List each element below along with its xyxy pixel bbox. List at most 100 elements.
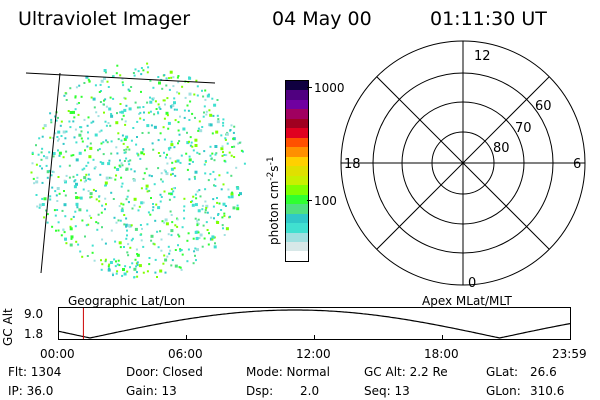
- image-pixel: [139, 111, 142, 114]
- image-pixel: [101, 161, 105, 165]
- image-pixel: [214, 185, 217, 187]
- image-pixel: [119, 74, 122, 77]
- image-pixel: [136, 136, 138, 138]
- image-pixel: [123, 137, 127, 141]
- image-pixel: [199, 233, 203, 237]
- image-pixel: [194, 116, 196, 119]
- image-pixel: [95, 198, 98, 201]
- colorbar-band: [286, 204, 308, 214]
- image-pixel: [142, 201, 145, 204]
- image-pixel: [222, 227, 224, 230]
- image-pixel: [216, 120, 220, 124]
- image-pixel: [203, 111, 205, 114]
- image-pixel: [108, 263, 111, 266]
- image-pixel: [205, 110, 208, 113]
- image-pixel: [152, 86, 155, 89]
- image-pixel: [130, 239, 133, 242]
- image-pixel: [167, 245, 170, 248]
- image-pixel: [89, 192, 93, 196]
- image-pixel: [40, 151, 43, 154]
- image-pixel: [70, 218, 73, 221]
- image-pixel: [225, 227, 229, 231]
- image-pixel: [136, 152, 139, 155]
- image-pixel: [236, 207, 240, 211]
- image-pixel: [85, 179, 87, 182]
- image-pixel: [123, 160, 126, 162]
- image-pixel: [150, 239, 153, 242]
- image-pixel: [63, 203, 67, 207]
- image-pixel: [146, 270, 149, 273]
- image-pixel: [167, 121, 171, 125]
- image-pixel: [95, 221, 98, 224]
- image-pixel: [183, 109, 186, 112]
- image-pixel: [79, 126, 82, 129]
- image-pixel: [128, 89, 131, 92]
- image-pixel: [231, 146, 234, 148]
- image-pixel: [173, 146, 176, 149]
- image-pixel: [168, 252, 171, 255]
- image-pixel: [159, 269, 163, 273]
- colorbar-band: [286, 81, 308, 91]
- image-pixel: [111, 272, 114, 275]
- image-pixel: [80, 179, 82, 182]
- mlat-label-80: 80: [493, 141, 510, 156]
- colorbar: [285, 80, 309, 262]
- image-pixel: [220, 209, 223, 211]
- image-pixel: [102, 153, 105, 156]
- image-pixel: [89, 178, 92, 181]
- image-pixel: [51, 225, 54, 228]
- image-pixel: [107, 265, 110, 268]
- image-pixel: [223, 154, 226, 156]
- image-pixel: [210, 157, 213, 160]
- latitude-line: [25, 72, 216, 84]
- image-pixel: [163, 99, 166, 102]
- image-pixel: [103, 69, 107, 72]
- image-pixel: [157, 139, 160, 142]
- image-pixel: [62, 228, 65, 231]
- image-pixel: [188, 155, 191, 158]
- image-pixel: [170, 106, 173, 109]
- image-pixel: [104, 260, 107, 263]
- image-pixel: [222, 183, 225, 186]
- image-pixel: [222, 118, 225, 121]
- image-pixel: [214, 153, 217, 156]
- image-pixel: [142, 118, 145, 121]
- image-pixel: [230, 174, 233, 177]
- image-pixel: [207, 179, 210, 182]
- image-pixel: [227, 195, 230, 198]
- image-pixel: [158, 81, 161, 85]
- image-pixel: [99, 161, 102, 164]
- image-pixel: [168, 148, 171, 151]
- image-pixel: [92, 97, 96, 101]
- image-pixel: [59, 165, 62, 168]
- image-pixel: [162, 262, 165, 265]
- image-pixel: [173, 196, 176, 199]
- image-pixel: [223, 212, 226, 215]
- image-pixel: [188, 119, 191, 121]
- image-pixel: [125, 148, 128, 151]
- image-pixel: [153, 113, 156, 116]
- image-pixel: [202, 224, 205, 227]
- image-pixel: [238, 141, 241, 144]
- image-pixel: [126, 195, 129, 198]
- image-pixel: [46, 170, 50, 174]
- image-pixel: [86, 124, 89, 127]
- image-pixel: [107, 162, 111, 166]
- image-pixel: [73, 180, 76, 183]
- image-pixel: [237, 142, 240, 145]
- colorbar-band: [286, 223, 308, 233]
- image-pixel: [90, 195, 93, 198]
- image-pixel: [137, 209, 140, 212]
- dsp-label: Dsp:: [246, 384, 274, 398]
- image-pixel: [75, 182, 78, 186]
- image-pixel: [149, 100, 153, 104]
- image-pixel: [39, 165, 42, 168]
- image-pixel: [191, 200, 194, 203]
- image-pixel: [48, 169, 51, 172]
- image-pixel: [64, 194, 67, 197]
- colorbar-band: [286, 241, 308, 252]
- image-pixel: [186, 239, 189, 242]
- image-pixel: [177, 142, 179, 145]
- image-pixel: [221, 145, 224, 148]
